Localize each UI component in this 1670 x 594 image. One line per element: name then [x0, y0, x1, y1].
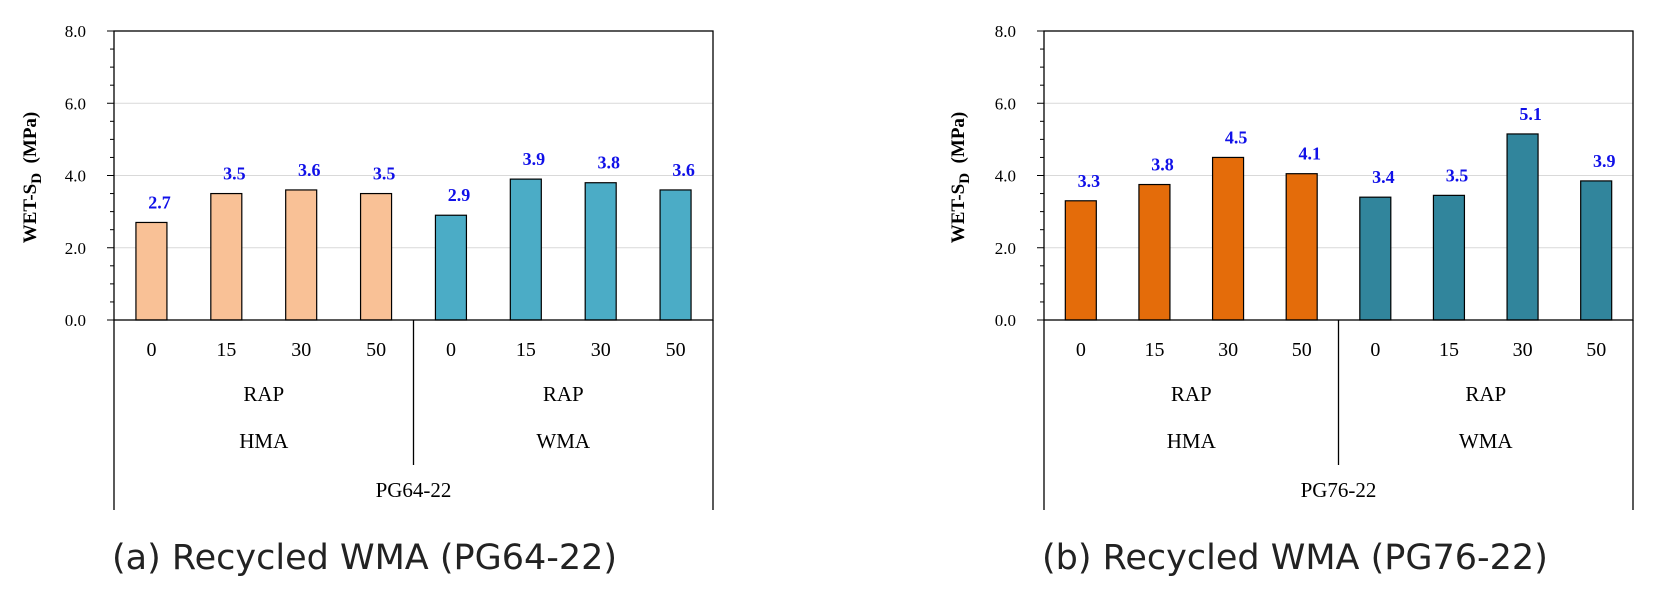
- category-label-a-2: 30: [291, 339, 311, 361]
- binder-label-b: PG76-22: [1301, 478, 1377, 502]
- ytick-label-b-3: 6.0: [995, 94, 1016, 113]
- category-label-a-1: 15: [216, 339, 236, 361]
- group-sub-label-a-0: RAP: [243, 382, 284, 406]
- ytick-label-a-0: 0.0: [65, 311, 86, 330]
- data-label-b-4: 3.4: [1372, 167, 1395, 187]
- data-label-b-5: 3.5: [1446, 165, 1469, 185]
- category-label-a-3: 50: [366, 339, 386, 361]
- bar-a-1: [210, 192, 243, 321]
- group-label-a-1: WMA: [536, 429, 590, 453]
- bar-a-5: [509, 178, 542, 321]
- bar-b-0: [1064, 200, 1097, 321]
- ytick-label-b-1: 2.0: [995, 239, 1016, 258]
- ytick-label-a-1: 2.0: [65, 239, 86, 258]
- caption-a: (a) Recycled WMA (PG64-22): [112, 538, 618, 578]
- bar-a-6: [584, 182, 617, 321]
- category-label-b-2: 30: [1218, 339, 1238, 361]
- category-label-b-0: 0: [1076, 339, 1086, 361]
- data-label-a-1: 3.5: [223, 164, 246, 184]
- y-axis-label-b: WET-SD (MPa): [948, 112, 973, 244]
- ytick-label-b-0: 0.0: [995, 311, 1016, 330]
- bar-a-0: [135, 221, 168, 321]
- bar-a-2: [285, 189, 318, 321]
- ytick-label-a-4: 8.0: [65, 22, 86, 41]
- category-label-a-4: 0: [446, 339, 456, 361]
- data-label-b-6: 5.1: [1519, 104, 1542, 124]
- data-label-b-2: 4.5: [1225, 127, 1248, 147]
- ytick-label-a-2: 4.0: [65, 167, 86, 186]
- binder-label-a: PG64-22: [376, 478, 452, 502]
- category-label-b-4: 0: [1370, 339, 1380, 361]
- bar-a-4: [434, 214, 468, 321]
- category-label-a-6: 30: [591, 339, 611, 361]
- data-label-b-0: 3.3: [1078, 171, 1101, 191]
- bar-b-5: [1432, 194, 1466, 321]
- group-sub-label-b-0: RAP: [1171, 382, 1212, 406]
- data-label-a-2: 3.6: [298, 160, 321, 180]
- group-label-b-0: HMA: [1167, 429, 1217, 453]
- category-label-b-5: 15: [1439, 339, 1459, 361]
- ytick-label-a-3: 6.0: [65, 94, 86, 113]
- ytick-label-b-4: 8.0: [995, 22, 1016, 41]
- data-label-b-1: 3.8: [1151, 155, 1174, 175]
- data-label-a-0: 2.7: [148, 192, 171, 212]
- bar-b-2: [1211, 156, 1245, 321]
- category-label-a-7: 50: [666, 339, 686, 361]
- bar-a-3: [359, 192, 393, 321]
- bar-a-7: [659, 189, 692, 321]
- bar-b-4: [1359, 196, 1392, 321]
- group-sub-label-b-1: RAP: [1465, 382, 1506, 406]
- ytick-label-b-2: 4.0: [995, 167, 1016, 186]
- y-axis-label-a: WET-SD (MPa): [20, 112, 45, 244]
- data-label-a-7: 3.6: [672, 160, 695, 180]
- data-label-a-4: 2.9: [448, 185, 471, 205]
- data-label-a-5: 3.9: [523, 149, 546, 169]
- data-label-a-3: 3.5: [373, 164, 396, 184]
- category-label-b-6: 30: [1513, 339, 1533, 361]
- data-label-b-3: 4.1: [1298, 144, 1321, 164]
- caption-b: (b) Recycled WMA (PG76-22): [1042, 538, 1548, 578]
- group-label-b-1: WMA: [1459, 429, 1513, 453]
- category-label-a-0: 0: [146, 339, 156, 361]
- category-label-b-1: 15: [1144, 339, 1164, 361]
- bar-b-6: [1506, 133, 1539, 321]
- category-label-a-5: 15: [516, 339, 536, 361]
- bar-b-7: [1580, 180, 1613, 321]
- group-sub-label-a-1: RAP: [543, 382, 584, 406]
- category-label-b-7: 50: [1586, 339, 1606, 361]
- data-label-b-7: 3.9: [1593, 151, 1616, 171]
- category-label-b-3: 50: [1292, 339, 1312, 361]
- bar-b-3: [1285, 173, 1318, 321]
- group-label-a-0: HMA: [239, 429, 289, 453]
- data-label-a-6: 3.8: [597, 153, 620, 173]
- bar-b-1: [1138, 183, 1171, 321]
